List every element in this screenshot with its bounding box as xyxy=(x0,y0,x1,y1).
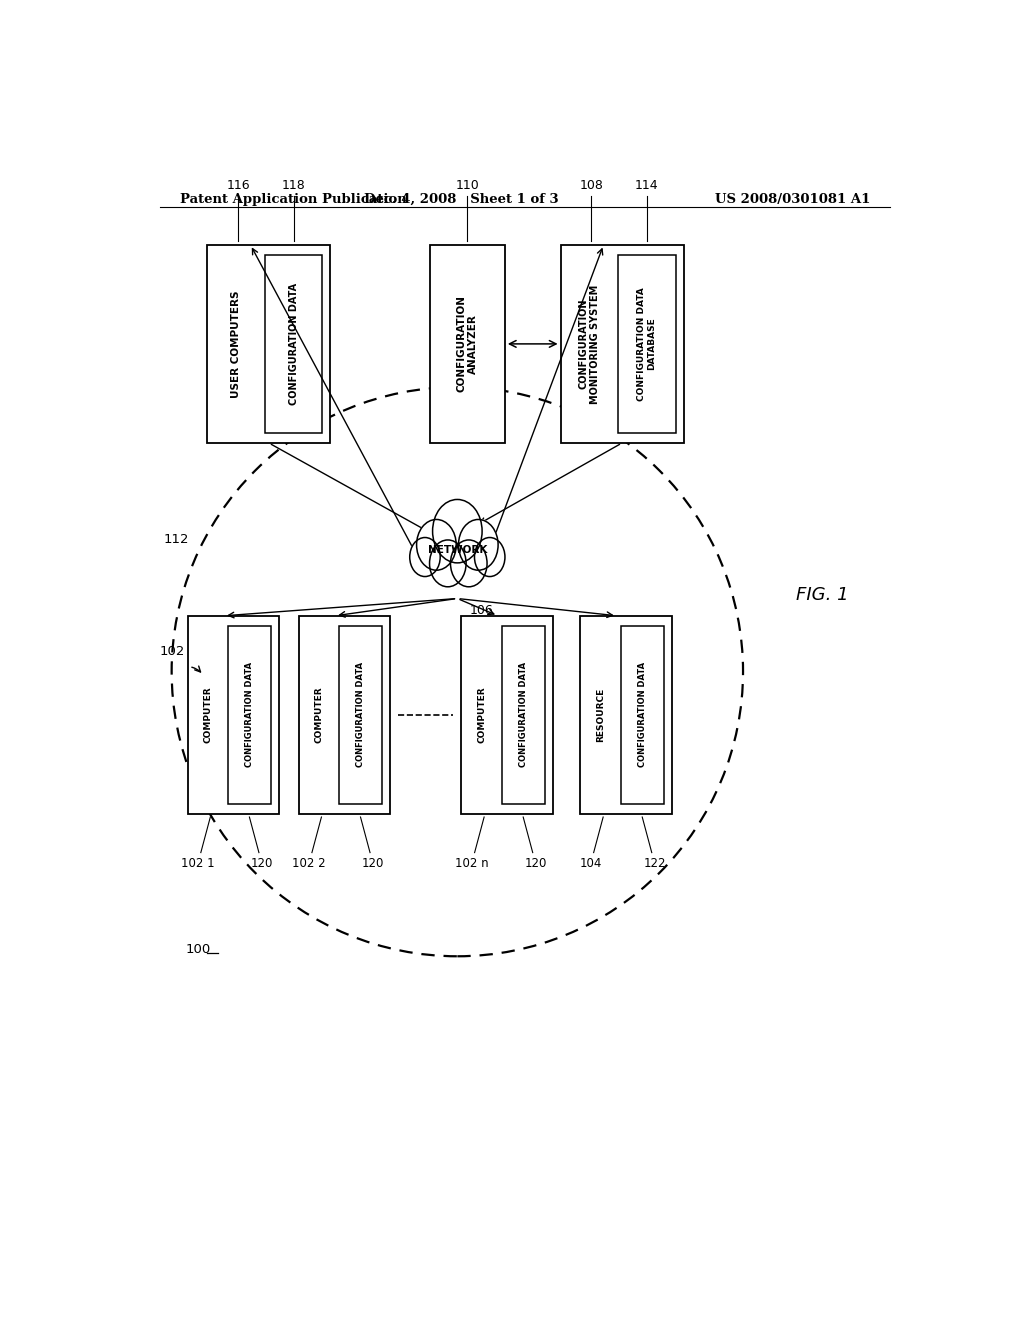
Bar xyxy=(207,244,331,444)
Text: CONFIGURATION DATA: CONFIGURATION DATA xyxy=(519,663,527,767)
Bar xyxy=(228,626,270,804)
Text: 106: 106 xyxy=(469,603,493,616)
Text: 104: 104 xyxy=(580,857,602,870)
Bar xyxy=(430,244,505,444)
Text: 114: 114 xyxy=(635,180,658,191)
Bar xyxy=(461,615,553,814)
Text: CONFIGURATION DATA: CONFIGURATION DATA xyxy=(289,282,299,405)
Text: CONFIGURATION
MONITORING SYSTEM: CONFIGURATION MONITORING SYSTEM xyxy=(579,284,600,404)
Text: USER COMPUTERS: USER COMPUTERS xyxy=(231,290,241,397)
Text: CONFIGURATION DATA: CONFIGURATION DATA xyxy=(638,663,647,767)
Text: 112: 112 xyxy=(164,533,189,546)
Text: NETWORK: NETWORK xyxy=(428,545,487,554)
Text: 120: 120 xyxy=(524,857,547,870)
Circle shape xyxy=(451,540,487,587)
Circle shape xyxy=(429,540,466,587)
Circle shape xyxy=(474,537,505,577)
Bar xyxy=(617,255,676,433)
Circle shape xyxy=(459,520,498,570)
Bar xyxy=(621,626,664,804)
Text: US 2008/0301081 A1: US 2008/0301081 A1 xyxy=(715,193,870,206)
Circle shape xyxy=(432,499,482,562)
Text: 120: 120 xyxy=(251,857,273,870)
Bar xyxy=(560,244,684,444)
Text: Dec. 4, 2008   Sheet 1 of 3: Dec. 4, 2008 Sheet 1 of 3 xyxy=(364,193,559,206)
Text: COMPUTER: COMPUTER xyxy=(477,686,486,743)
Text: 100: 100 xyxy=(185,944,210,956)
Text: CONFIGURATION DATA: CONFIGURATION DATA xyxy=(356,663,365,767)
Text: CONFIGURATION DATA: CONFIGURATION DATA xyxy=(245,663,254,767)
Text: CONFIGURATION
ANALYZER: CONFIGURATION ANALYZER xyxy=(457,296,478,392)
Text: RESOURCE: RESOURCE xyxy=(596,688,605,742)
Text: COMPUTER: COMPUTER xyxy=(203,686,212,743)
Text: Patent Application Publication: Patent Application Publication xyxy=(179,193,407,206)
Text: CONFIGURATION DATA
DATABASE: CONFIGURATION DATA DATABASE xyxy=(637,286,656,401)
Text: 118: 118 xyxy=(282,180,305,191)
Bar xyxy=(502,626,545,804)
Text: 102 2: 102 2 xyxy=(292,857,326,870)
Text: 122: 122 xyxy=(643,857,666,870)
Bar xyxy=(299,615,390,814)
Text: 102: 102 xyxy=(160,645,185,657)
Text: 102 1: 102 1 xyxy=(181,857,215,870)
Text: 120: 120 xyxy=(361,857,384,870)
Bar xyxy=(264,255,323,433)
Text: 108: 108 xyxy=(580,180,603,191)
Circle shape xyxy=(417,520,457,570)
Bar xyxy=(339,626,382,804)
Bar xyxy=(581,615,672,814)
Text: FIG. 1: FIG. 1 xyxy=(796,586,849,605)
Text: COMPUTER: COMPUTER xyxy=(314,686,324,743)
Circle shape xyxy=(410,537,440,577)
Text: 116: 116 xyxy=(226,180,250,191)
Text: 102 n: 102 n xyxy=(455,857,488,870)
Bar xyxy=(187,615,279,814)
Text: 110: 110 xyxy=(456,180,479,191)
